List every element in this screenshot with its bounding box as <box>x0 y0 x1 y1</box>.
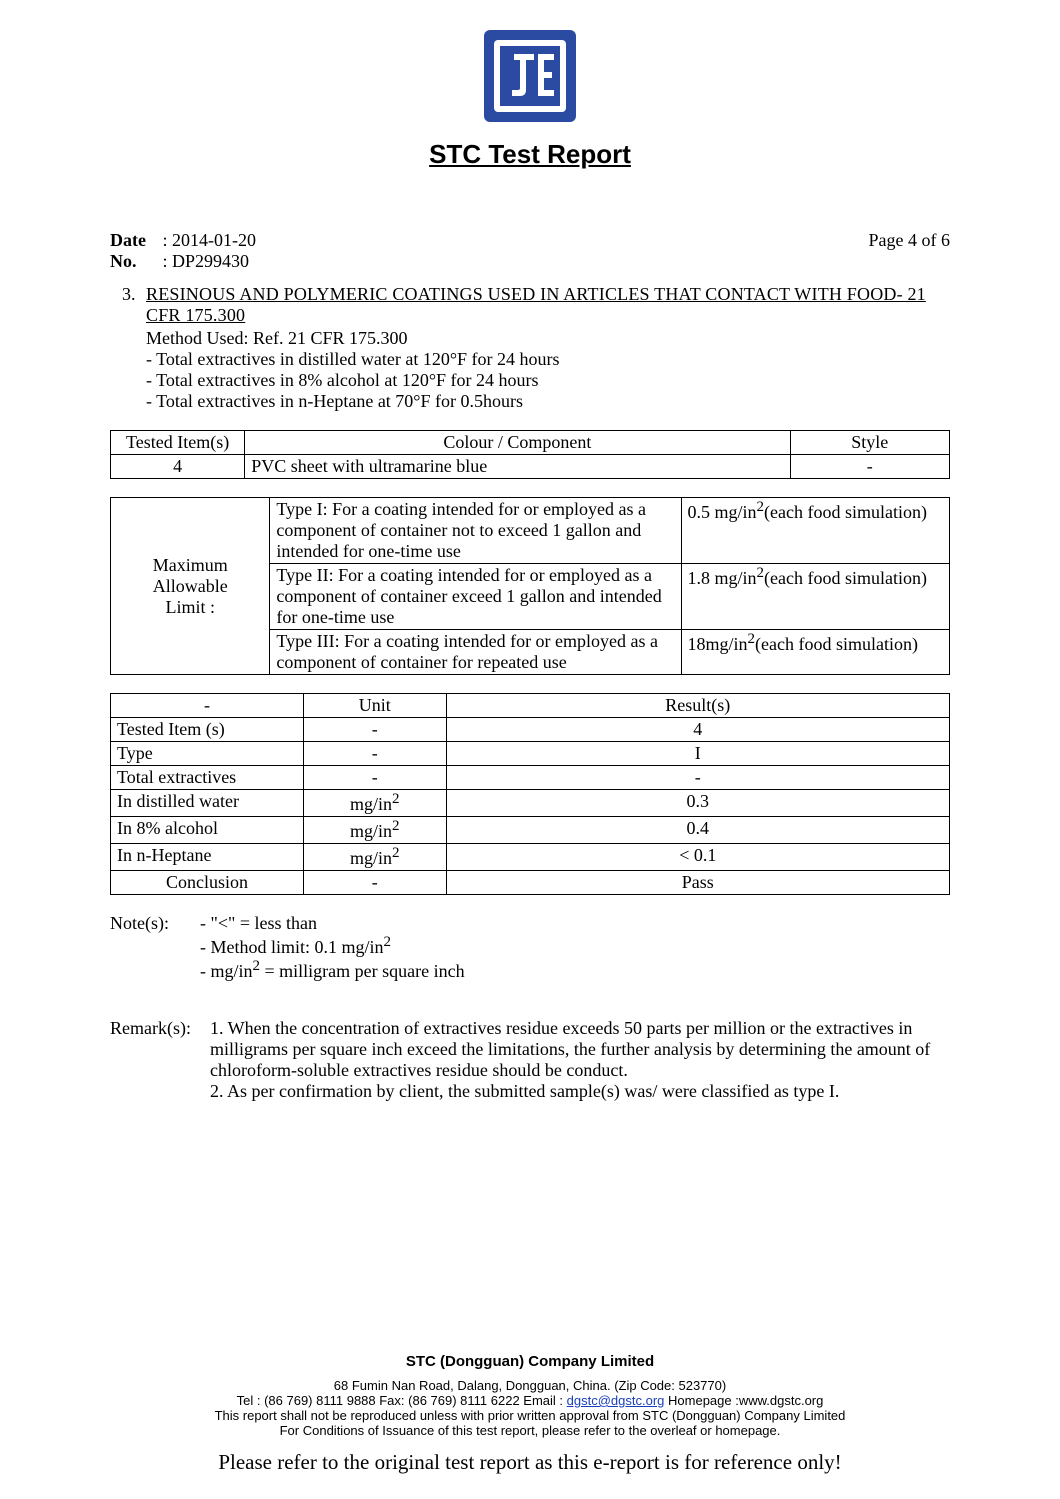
results-header: - <box>111 694 304 718</box>
section-number: 3. <box>122 284 146 305</box>
limit-value-cell: 18mg/in2(each food simulation) <box>681 630 949 675</box>
header: STC Test Report <box>110 30 950 170</box>
results-header: Result(s) <box>446 694 949 718</box>
footer-ref-note: Please refer to the original test report… <box>0 1450 1060 1475</box>
limit-desc-cell: Type I: For a coating intended for or em… <box>270 498 681 564</box>
footer-contact: Tel : (86 769) 8111 9888 Fax: (86 769) 8… <box>0 1393 1060 1408</box>
results-value-cell: < 0.1 <box>446 844 949 871</box>
item-table: Tested Item(s)Colour / ComponentStyle 4PV… <box>110 430 950 479</box>
item-table-cell: PVC sheet with ultramarine blue <box>245 455 790 479</box>
results-unit-cell: - <box>303 871 446 895</box>
results-name-cell: Total extractives <box>111 766 304 790</box>
item-table-cell: - <box>790 455 949 479</box>
stc-logo-icon <box>484 30 576 127</box>
report-title: STC Test Report <box>110 139 950 170</box>
results-name-cell: In 8% alcohol <box>111 817 304 844</box>
results-value-cell: Pass <box>446 871 949 895</box>
footer-line4: For Conditions of Issuance of this test … <box>0 1423 1060 1438</box>
method-line: - Total extractives in distilled water a… <box>146 349 950 370</box>
note-line: - Method limit: 0.1 mg/in2 <box>200 934 465 958</box>
results-unit-cell: - <box>303 766 446 790</box>
limit-value-cell: 1.8 mg/in2(each food simulation) <box>681 564 949 630</box>
remarks-label: Remark(s): <box>110 1018 210 1102</box>
method-used-label: Method Used: Ref. 21 CFR 175.300 <box>146 328 950 349</box>
limit-value-cell: 0.5 mg/in2(each food simulation) <box>681 498 949 564</box>
no-label: No. <box>110 251 158 272</box>
footer-contact-post: Homepage :www.dgstc.org <box>664 1393 823 1408</box>
limit-table: MaximumAllowableLimit :Type I: For a coa… <box>110 497 950 675</box>
method-line: - Total extractives in 8% alcohol at 120… <box>146 370 950 391</box>
item-table-header: Style <box>790 431 949 455</box>
footer-contact-pre: Tel : (86 769) 8111 9888 Fax: (86 769) 8… <box>237 1393 567 1408</box>
section-title: RESINOUS AND POLYMERIC COATINGS USED IN … <box>146 284 926 325</box>
notes-block: Note(s): - "<" = less than- Method limit… <box>110 913 950 982</box>
no-value: DP299430 <box>172 251 249 271</box>
results-name-cell: Tested Item (s) <box>111 718 304 742</box>
footer-line3: This report shall not be reproduced unle… <box>0 1408 1060 1423</box>
footer: STC (Dongguan) Company Limited 68 Fumin … <box>0 1353 1060 1475</box>
results-value-cell: 0.3 <box>446 790 949 817</box>
item-table-header: Tested Item(s) <box>111 431 245 455</box>
remark-item: 1. When the concentration of extractives… <box>210 1018 950 1081</box>
item-table-header: Colour / Component <box>245 431 790 455</box>
results-value-cell: - <box>446 766 949 790</box>
date-value: 2014-01-20 <box>172 230 256 250</box>
footer-email-link[interactable]: dgstc@dgstc.org <box>567 1393 665 1408</box>
page: STC Test Report Date : 2014-01-20 No. : … <box>0 0 1060 1499</box>
method-line: - Total extractives in n-Heptane at 70°F… <box>146 391 950 412</box>
section-3: 3. RESINOUS AND POLYMERIC COATINGS USED … <box>110 284 950 412</box>
remarks-block: Remark(s): 1. When the concentration of … <box>110 1018 950 1102</box>
method-block: Method Used: Ref. 21 CFR 175.300 - Total… <box>146 328 950 412</box>
date-label: Date <box>110 230 158 251</box>
note-line: - "<" = less than <box>200 913 465 934</box>
page-number: Page 4 of 6 <box>869 230 950 272</box>
results-name-cell: In n-Heptane <box>111 844 304 871</box>
footer-address: 68 Fumin Nan Road, Dalang, Dongguan, Chi… <box>0 1378 1060 1393</box>
results-unit-cell: mg/in2 <box>303 844 446 871</box>
limit-desc-cell: Type II: For a coating intended for or e… <box>270 564 681 630</box>
results-header: Unit <box>303 694 446 718</box>
results-unit-cell: - <box>303 742 446 766</box>
meta-block: Date : 2014-01-20 No. : DP299430 Page 4 … <box>110 230 950 272</box>
results-name-cell: Type <box>111 742 304 766</box>
remark-item: 2. As per confirmation by client, the su… <box>210 1081 950 1102</box>
item-table-cell: 4 <box>111 455 245 479</box>
notes-label: Note(s): <box>110 913 200 982</box>
results-unit-cell: mg/in2 <box>303 790 446 817</box>
note-line: - mg/in2 = milligram per square inch <box>200 958 465 982</box>
results-name-cell: Conclusion <box>111 871 304 895</box>
footer-company: STC (Dongguan) Company Limited <box>0 1353 1060 1370</box>
limit-label-cell: MaximumAllowableLimit : <box>111 498 270 675</box>
results-table: -UnitResult(s)Tested Item (s)-4Type-ITot… <box>110 693 950 895</box>
colon: : <box>163 251 173 271</box>
results-unit-cell: - <box>303 718 446 742</box>
results-name-cell: In distilled water <box>111 790 304 817</box>
results-value-cell: I <box>446 742 949 766</box>
results-value-cell: 0.4 <box>446 817 949 844</box>
colon: : <box>163 230 173 250</box>
results-unit-cell: mg/in2 <box>303 817 446 844</box>
limit-desc-cell: Type III: For a coating intended for or … <box>270 630 681 675</box>
results-value-cell: 4 <box>446 718 949 742</box>
